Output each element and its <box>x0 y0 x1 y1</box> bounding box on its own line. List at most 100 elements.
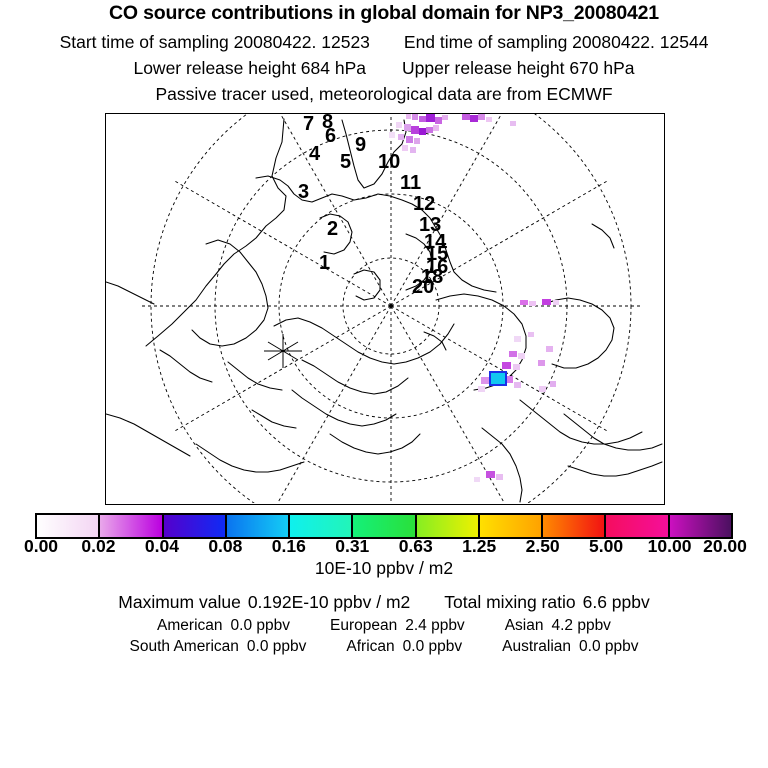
region-row-1: American 0.0 ppbv European 2.4 ppbv Asian 4.2… <box>0 617 768 635</box>
plume-cell <box>550 381 556 387</box>
plume-cell <box>509 351 517 357</box>
trajectory-marker-20: 20 <box>412 276 435 298</box>
plume-cell <box>514 382 521 388</box>
colorbar-tick-11: 20.00 <box>703 536 747 556</box>
colorbar-tick-9: 5.00 <box>589 536 624 556</box>
plume-hotspot <box>491 373 505 384</box>
colorbar-tick-8: 2.50 <box>525 536 560 556</box>
trajectory-marker-7: 7 <box>303 113 315 135</box>
region-label-asian: Asian <box>504 617 544 634</box>
colorbar-tick-5: 0.31 <box>335 536 370 556</box>
plume-cell <box>502 362 511 369</box>
colorbar-band-7 <box>479 515 544 537</box>
trajectory-marker-14: 14 <box>424 231 447 253</box>
plume-cell <box>406 114 411 119</box>
colorbar-band-3 <box>226 515 291 537</box>
plume-cell <box>510 121 516 126</box>
lower-release-height-label: Lower release height 684 hPa <box>133 58 366 78</box>
end-time-label: End time of sampling 20080422. 12544 <box>403 32 709 52</box>
plume-cell <box>513 364 520 370</box>
start-time-label: Start time of sampling 20080422. 12523 <box>59 32 370 52</box>
region-label-african: African <box>346 638 395 655</box>
colorbar <box>35 513 733 539</box>
colorbar-tick-0: 0.00 <box>23 536 59 556</box>
colorbar-unit-label: 10E-10 ppbv / m2 <box>314 558 454 578</box>
max-value-label: Maximum value <box>118 592 241 612</box>
plume-cell <box>478 386 485 392</box>
colorbar-band-2 <box>163 515 227 537</box>
plume-cell <box>553 300 559 305</box>
trajectory-marker-16: 16 <box>426 256 449 278</box>
colorbar-band-0 <box>37 515 101 537</box>
trajectory-marker-15: 15 <box>426 243 449 265</box>
summary-row: Maximum value 0.192E-10 ppbv / m2 Total mi… <box>0 592 768 613</box>
plume-cell <box>486 471 495 478</box>
trajectory-marker-13: 13 <box>419 214 442 236</box>
plume-cell <box>406 136 413 143</box>
colorbar-tick-labels: 0.00 0.02 0.04 0.08 0.16 0.31 0.63 1.25 2.50 5.00… <box>0 536 768 558</box>
tracer-note: Passive tracer used, meteorological data… <box>155 84 613 104</box>
release-height-row: Lower release height 684 hPa Upper releas… <box>0 58 768 79</box>
meridian-lines <box>139 114 643 503</box>
trajectory-marker-2: 2 <box>327 218 339 240</box>
region-value-south-american: 0.0 ppbv <box>246 638 307 655</box>
region-value-african: 0.0 ppbv <box>402 638 463 655</box>
colorbar-tick-2: 0.04 <box>144 536 179 556</box>
colorbar-band-8 <box>543 515 607 537</box>
plume-cell <box>538 360 545 366</box>
colorbar-tick-4: 0.16 <box>271 536 306 556</box>
trajectory-marker-5: 5 <box>340 151 352 173</box>
sampling-time-row: Start time of sampling 20080422. 12523 En… <box>0 32 768 53</box>
plume-cell <box>442 115 448 120</box>
trajectory-marker-10: 10 <box>378 151 401 173</box>
trajectory-marker-11: 11 <box>400 172 422 194</box>
plume-cell <box>462 114 470 120</box>
trajectory-marker-3: 3 <box>298 181 310 203</box>
plume-cell <box>419 116 426 122</box>
region-value-american: 0.0 ppbv <box>230 617 290 634</box>
plume-cell <box>435 117 442 124</box>
trajectory-marker-18: 18 <box>421 266 444 288</box>
region-value-australian: 0.0 ppbv <box>579 638 639 655</box>
plume-cell <box>529 301 536 306</box>
region-label-american: American <box>157 617 223 634</box>
trajectory-marker-8: 8 <box>322 113 334 133</box>
plume-cell <box>542 299 551 305</box>
page-title: CO source contributions in global domain… <box>109 2 659 24</box>
plume-cell <box>412 114 418 120</box>
colorbar-band-6 <box>416 515 480 537</box>
trajectory-marker-9: 9 <box>355 134 367 156</box>
colorbar-tick-6: 0.63 <box>398 536 433 556</box>
plume-cell <box>481 377 489 384</box>
colorbar-band-1 <box>100 515 164 537</box>
colorbar-band-5 <box>353 515 417 537</box>
plume-cell <box>426 114 435 122</box>
plume-cell <box>404 124 411 131</box>
plume-cell <box>398 134 404 140</box>
region-value-asian: 4.2 ppbv <box>551 617 611 634</box>
region-value-european: 2.4 ppbv <box>405 617 465 634</box>
plume-cell <box>402 145 408 151</box>
pole-marker <box>264 334 302 368</box>
region-label-south-american: South American <box>129 638 239 655</box>
colorbar-band-4 <box>290 515 354 537</box>
plume-cell <box>426 127 433 133</box>
total-mixing-ratio-label: Total mixing ratio <box>444 592 576 612</box>
plume-cell <box>396 122 402 128</box>
plume-cell <box>414 138 420 144</box>
max-value: 0.192E-10 ppbv / m2 <box>247 592 411 612</box>
trajectory-marker-1: 1 <box>319 252 331 274</box>
region-row-2: South American 0.0 ppbv African 0.0 ppbv Aus… <box>0 638 768 656</box>
upper-release-height-label: Upper release height 670 hPa <box>402 58 635 78</box>
plume-cell <box>505 376 513 383</box>
region-label-australian: Australian <box>502 638 572 655</box>
plume-cell <box>389 132 395 138</box>
trajectory-marker-6: 6 <box>325 125 337 147</box>
plume-cell <box>496 474 503 480</box>
trajectory-marker-4: 4 <box>309 143 321 165</box>
plume-cell <box>528 332 534 337</box>
plume-cell <box>470 115 478 122</box>
colorbar-band-9 <box>606 515 670 537</box>
plume-cell <box>518 353 525 359</box>
